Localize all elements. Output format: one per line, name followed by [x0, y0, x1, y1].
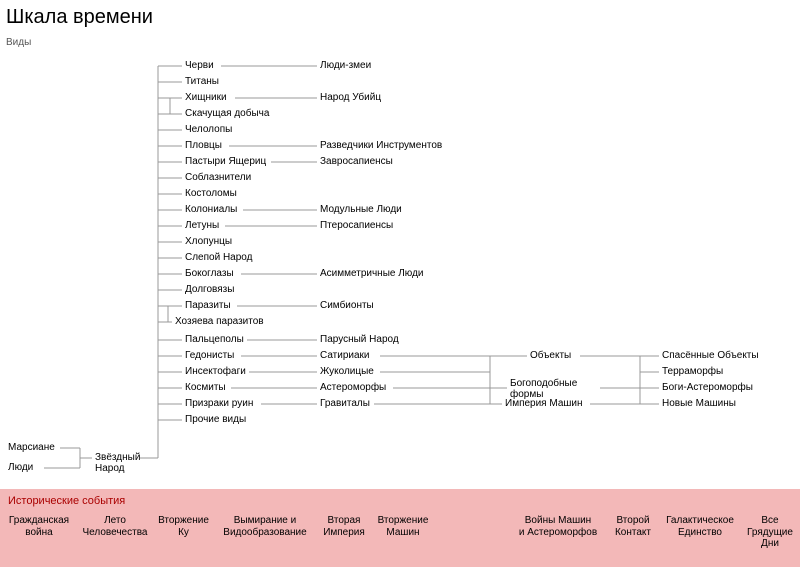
node-khlopuntsy: Хлопунцы [185, 236, 232, 247]
node-prizraki_ruin: Призраки руин [185, 398, 253, 409]
species-tree-diagram: Люди Марсиане ЗвёздныйНарод Черви Титаны Хищн… [0, 48, 800, 488]
node-bokoglazy: Бокоглазы [185, 268, 234, 279]
node-asimmetrichnye: Асимметричные Люди [320, 268, 424, 279]
page-subtitle: Виды [0, 29, 800, 48]
node-kolonialy: Колониалы [185, 204, 237, 215]
event-item: Гражданскаявойна [4, 515, 74, 538]
events-row: Гражданскаявойна ЛетоЧеловечества Вторжени… [0, 509, 800, 550]
node-lyudi_zmei: Люди-змеи [320, 60, 371, 71]
node-satiriaki: Сатириаки [320, 350, 370, 361]
node-titany: Титаны [185, 76, 219, 87]
node-root_marsiane: Марсиане [8, 442, 55, 453]
node-narod_ubiyts: Народ Убийц [320, 92, 381, 103]
node-simbionty: Симбионты [320, 300, 374, 311]
event-item: Войны Машини Астероморфов [512, 515, 604, 538]
node-gedonisty: Гедонисты [185, 350, 234, 361]
events-band: Исторические события Гражданскаявойна Лет… [0, 489, 800, 567]
node-modulnye: Модульные Люди [320, 204, 402, 215]
node-obyekty: Объекты [530, 350, 571, 361]
page-title: Шкала времени [0, 0, 800, 29]
node-parusny_narod: Парусный Народ [320, 334, 399, 345]
event-item: ВторойКонтакт [610, 515, 656, 538]
node-soblazniteli: Соблазнители [185, 172, 251, 183]
event-item: ВтораяИмперия [319, 515, 369, 538]
node-spasennye_obyekty: Спасённые Объекты [662, 350, 759, 361]
node-razvedchiki: Разведчики Инструментов [320, 140, 442, 151]
node-khozyaeva_par: Хозяева паразитов [175, 316, 264, 327]
node-dolgovyazy: Долговязы [185, 284, 234, 295]
event-item: ГалактическоеЕдинство [662, 515, 738, 538]
node-chervi: Черви [185, 60, 214, 71]
node-khishchniki: Хищники [185, 92, 227, 103]
node-paltsepoly: Пальцеполы [185, 334, 244, 345]
event-item: ВторжениеКу [156, 515, 211, 538]
node-pastyri: Пастыри Ящериц [185, 156, 266, 167]
node-kosmity: Космиты [185, 382, 226, 393]
node-zvezdny_narod: ЗвёздныйНарод [95, 452, 140, 474]
node-zhukolitsye: Жуколицые [320, 366, 374, 377]
node-chelolopy: Челолопы [185, 124, 232, 135]
node-asteromorfy: Астероморфы [320, 382, 386, 393]
node-root_lyudi: Люди [8, 462, 33, 473]
node-kostolomy: Костоломы [185, 188, 237, 199]
node-plovtsy: Пловцы [185, 140, 222, 151]
node-skachushchaya: Скачущая добыча [185, 108, 269, 119]
node-pterosapiensy: Птеросапиенсы [320, 220, 393, 231]
node-zavrosapiensy: Завросапиенсы [320, 156, 393, 167]
node-parazity: Паразиты [185, 300, 231, 311]
event-item: Вымирание иВидообразование [217, 515, 313, 538]
node-letuny: Летуны [185, 220, 219, 231]
node-slepoy_narod: Слепой Народ [185, 252, 252, 263]
node-prochie_vidy: Прочие виды [185, 414, 246, 425]
node-gravitaly: Гравиталы [320, 398, 370, 409]
node-bogi_asteromorfy: Боги-Астероморфы [662, 382, 753, 393]
event-item: ВсеГрядущиеДни [744, 515, 796, 550]
node-terramorfy: Терраморфы [662, 366, 723, 377]
node-bogopodobnye: Богоподобныеформы [510, 378, 577, 400]
event-item: ВторжениеМашин [375, 515, 431, 538]
event-item: ЛетоЧеловечества [80, 515, 150, 538]
events-band-title: Исторические события [0, 489, 800, 509]
node-imperiya_mashin: Империя Машин [505, 398, 583, 409]
node-novye_mashiny: Новые Машины [662, 398, 736, 409]
node-insektofagi: Инсектофаги [185, 366, 246, 377]
